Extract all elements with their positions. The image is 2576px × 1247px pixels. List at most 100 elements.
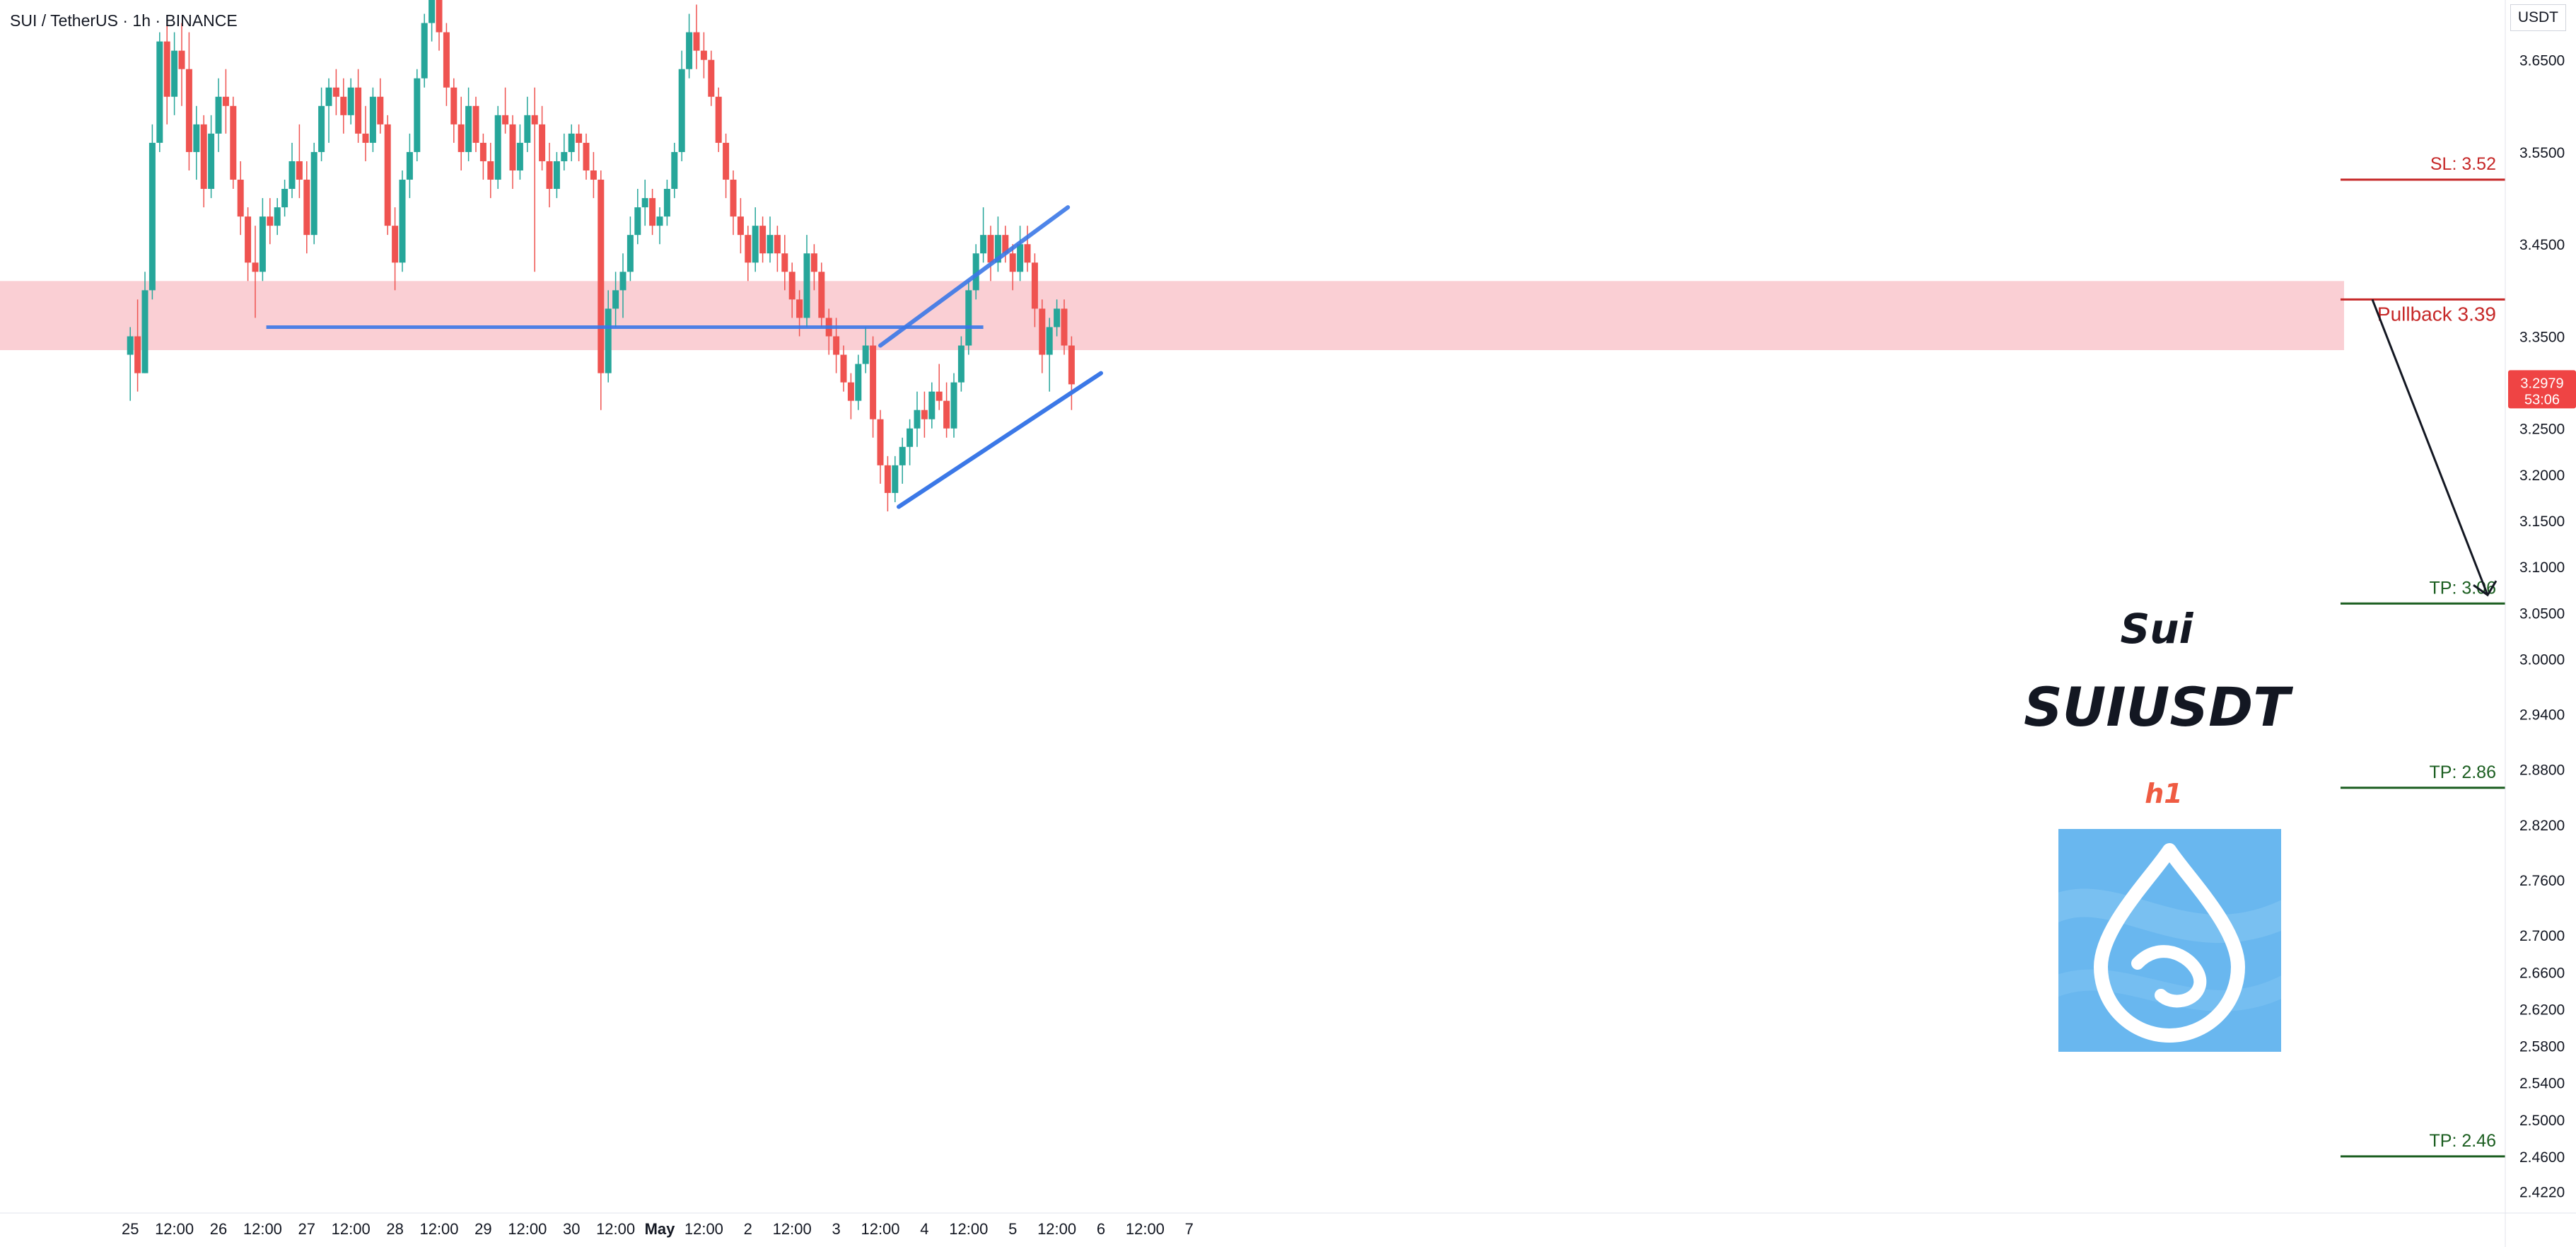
candle-body	[1009, 253, 1016, 272]
candle-body	[539, 124, 546, 161]
candle-body	[1068, 345, 1075, 385]
candle-body	[267, 216, 274, 226]
projection-arrow	[2371, 298, 2489, 596]
candle-body	[1046, 327, 1053, 355]
x-tick-label: 12:00	[596, 1220, 635, 1238]
y-tick-label: 3.0500	[2519, 605, 2565, 622]
y-tick-label: 3.2500	[2519, 422, 2565, 438]
last-price-countdown: 53:06	[2524, 392, 2560, 407]
candle-body	[252, 262, 259, 272]
candle-body	[171, 50, 178, 97]
candle-body	[723, 142, 730, 180]
candle-body	[429, 0, 436, 23]
last-price-tag	[2508, 370, 2576, 409]
candle-body	[598, 180, 605, 373]
x-tick-label: 12:00	[1126, 1220, 1165, 1238]
candle-body	[877, 419, 884, 465]
candle-body	[134, 336, 141, 373]
overlay-timeframe: h1	[2145, 778, 2183, 809]
candle-body	[759, 226, 767, 254]
candle-body	[509, 124, 516, 170]
y-tick-label: 3.4500	[2519, 237, 2565, 253]
candle-body	[318, 105, 325, 152]
candle-body	[1039, 308, 1046, 355]
candle-body	[281, 189, 289, 208]
y-tick-label: 2.5800	[2519, 1039, 2565, 1055]
overlay-asset-name: Sui	[2120, 605, 2193, 653]
x-tick-label: 2	[744, 1220, 752, 1238]
candle-body	[870, 345, 877, 419]
candle-body	[686, 32, 693, 69]
level-label: TP: 2.86	[2430, 762, 2497, 782]
candle-body	[553, 161, 560, 190]
y-tick-label: 2.4220	[2519, 1184, 2565, 1200]
candle-body	[745, 235, 752, 263]
x-tick-label: 3	[832, 1220, 840, 1238]
currency-button[interactable]: USDT	[2510, 4, 2566, 31]
candle-body	[803, 253, 810, 318]
y-tick-label: 3.3500	[2519, 329, 2565, 345]
y-tick-label: 3.1500	[2519, 514, 2565, 530]
candle-body	[987, 235, 994, 263]
x-tick-label: 27	[298, 1220, 315, 1238]
x-tick-label: 4	[920, 1220, 928, 1238]
candle-body	[259, 216, 266, 272]
candle-body	[914, 410, 921, 429]
x-tick-label: 12:00	[773, 1220, 812, 1238]
candle-body	[148, 142, 156, 291]
candle-body	[921, 410, 928, 419]
y-tick-label: 3.6500	[2519, 53, 2565, 69]
x-tick-label: 12:00	[332, 1220, 371, 1238]
candle-body	[619, 272, 626, 291]
candle-body	[708, 59, 715, 97]
candle-body	[730, 180, 737, 217]
candle-body	[576, 133, 583, 143]
candle-body	[377, 96, 384, 124]
level-label: TP: 2.46	[2430, 1131, 2497, 1151]
candle-body	[436, 0, 443, 33]
x-tick-label: 12:00	[949, 1220, 988, 1238]
projection-arrowhead	[2473, 580, 2498, 597]
candle-body	[994, 235, 1001, 263]
candle-body	[208, 133, 215, 190]
candle-body	[450, 87, 457, 124]
candle-body	[656, 216, 663, 226]
candle-body	[943, 400, 950, 429]
candle-body	[626, 235, 634, 272]
candle-body	[406, 151, 413, 180]
candle-body	[928, 391, 936, 419]
candle-body	[957, 345, 964, 383]
y-tick-label: 2.8200	[2519, 818, 2565, 834]
x-tick-label: May	[645, 1220, 676, 1238]
x-tick-label: 30	[563, 1220, 580, 1238]
candle-body	[892, 465, 899, 493]
y-tick-label: 3.0000	[2519, 651, 2565, 668]
y-tick-label: 2.6200	[2519, 1002, 2565, 1018]
y-tick-label: 3.5500	[2519, 145, 2565, 161]
candle-body	[1024, 244, 1031, 263]
candle-body	[899, 446, 906, 465]
candle-body	[163, 41, 170, 97]
x-tick-label: 12:00	[1037, 1220, 1076, 1238]
candle-body	[1061, 308, 1068, 346]
candle-body	[737, 216, 744, 236]
y-tick-label: 2.5000	[2519, 1113, 2565, 1129]
candle-body	[1031, 262, 1038, 309]
candle-body	[1054, 308, 1061, 327]
y-tick-label: 2.5400	[2519, 1076, 2565, 1092]
candle-body	[502, 115, 509, 124]
candle-body	[178, 50, 185, 69]
candle-body	[833, 336, 840, 355]
candle-body	[399, 180, 406, 263]
candle-body	[369, 96, 376, 143]
candle-body	[678, 69, 685, 152]
channel-lower-line	[897, 371, 1103, 509]
level-label: Pullback 3.39	[2377, 303, 2496, 325]
candle-body	[818, 272, 825, 318]
y-tick-label: 2.7000	[2519, 928, 2565, 944]
candle-body	[907, 428, 914, 447]
candle-body	[141, 290, 148, 373]
candle-body	[215, 96, 222, 134]
candle-body	[693, 32, 700, 51]
